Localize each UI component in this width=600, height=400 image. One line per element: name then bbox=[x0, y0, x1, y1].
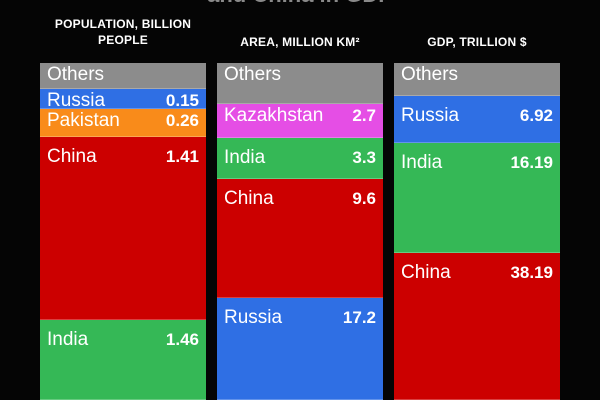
gdp-column-title: GDP, TRILLION $ bbox=[427, 35, 527, 49]
segment-value-russia: 0.15 bbox=[165, 91, 199, 110]
area-column-title: AREA, MILLION KM² bbox=[240, 35, 360, 49]
segment-label-others: Others bbox=[224, 64, 282, 85]
segment-label-china: China bbox=[224, 188, 274, 209]
segment-label-others: Others bbox=[401, 64, 459, 85]
segment-label-russia: Russia bbox=[224, 307, 283, 328]
segment-india: India 3.3 bbox=[217, 138, 383, 179]
population-stacked-bar: India 1.46 China 1.41 Pakistan 0.26 Russia 0.15… bbox=[40, 63, 206, 400]
segment-label-kazakhstan: Kazakhstan bbox=[224, 105, 324, 126]
segment-india: India 16.19 bbox=[394, 143, 560, 253]
segment-value-russia: 6.92 bbox=[519, 106, 553, 125]
segment-russia: Russia 6.92 bbox=[394, 96, 560, 143]
segment-label-others: Others bbox=[47, 64, 105, 85]
segment-pakistan: Pakistan 0.26 bbox=[40, 109, 206, 137]
segment-russia: Russia 17.2 bbox=[217, 298, 383, 400]
segment-russia: Russia 0.15 bbox=[40, 89, 206, 111]
segment-label-pakistan: Pakistan bbox=[47, 110, 120, 131]
segment-value-kazakhstan: 2.7 bbox=[352, 106, 376, 125]
segment-value-china: 1.41 bbox=[165, 147, 199, 166]
segment-others: Others bbox=[217, 63, 383, 104]
segment-value-russia: 17.2 bbox=[342, 308, 376, 327]
page-title: and China in GDP bbox=[0, 0, 600, 8]
segment-label-russia: Russia bbox=[47, 90, 106, 111]
segment-value-india: 16.19 bbox=[510, 153, 553, 172]
segment-others: Others bbox=[394, 63, 560, 96]
segment-china: China 1.41 bbox=[40, 137, 206, 320]
segment-value-pakistan: 0.26 bbox=[165, 111, 199, 130]
segment-label-india: India bbox=[47, 329, 89, 350]
segment-label-india: India bbox=[224, 147, 266, 168]
segment-india: India 1.46 bbox=[40, 320, 206, 400]
gdp-stacked-bar: China 38.19 India 16.19 Russia 6.92 Others bbox=[394, 63, 560, 400]
segment-value-china: 38.19 bbox=[510, 263, 553, 282]
segment-label-china: China bbox=[47, 146, 97, 167]
segment-kazakhstan: Kazakhstan 2.7 bbox=[217, 104, 383, 138]
segment-china: China 38.19 bbox=[394, 253, 560, 400]
segment-value-china: 9.6 bbox=[352, 189, 376, 208]
segment-value-india: 3.3 bbox=[352, 148, 376, 167]
segment-label-india: India bbox=[401, 152, 443, 173]
area-stacked-bar: Russia 17.2 China 9.6 India 3.3 Kazakhstan 2.7 O… bbox=[217, 63, 383, 400]
population-column-title: POPULATION, BILLION PEOPLE bbox=[54, 17, 192, 47]
segment-label-russia: Russia bbox=[401, 105, 460, 126]
segment-china: China 9.6 bbox=[217, 179, 383, 298]
segment-label-china: China bbox=[401, 262, 451, 283]
segment-others: Others bbox=[40, 63, 206, 89]
segment-value-india: 1.46 bbox=[165, 330, 199, 349]
